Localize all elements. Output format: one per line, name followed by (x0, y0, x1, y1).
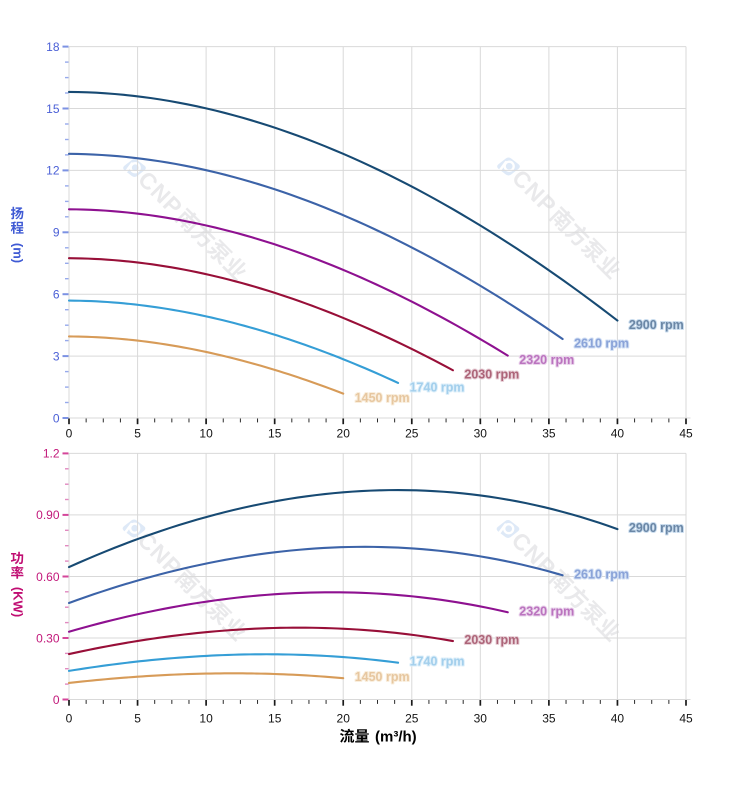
svg-text:0: 0 (53, 411, 60, 425)
svg-text:(m³/h): (m³/h) (375, 729, 417, 746)
svg-text:0: 0 (66, 427, 73, 441)
svg-text:2320 rpm: 2320 rpm (519, 353, 574, 367)
svg-text:2030 rpm: 2030 rpm (464, 368, 519, 382)
svg-text:45: 45 (679, 427, 693, 441)
svg-text:20: 20 (337, 427, 351, 441)
svg-text:0.60: 0.60 (36, 570, 60, 584)
svg-text:1740 rpm: 1740 rpm (410, 380, 465, 394)
svg-text:2320 rpm: 2320 rpm (519, 604, 574, 618)
svg-text:1.2: 1.2 (43, 447, 60, 461)
svg-text:15: 15 (268, 427, 282, 441)
svg-text:2900 rpm: 2900 rpm (629, 318, 684, 332)
svg-text:1740 rpm: 1740 rpm (410, 655, 465, 669)
svg-text:40: 40 (611, 427, 625, 441)
svg-text:0: 0 (53, 693, 60, 707)
svg-text:1450 rpm: 1450 rpm (355, 670, 410, 684)
svg-text:25: 25 (405, 711, 419, 725)
svg-text:35: 35 (542, 711, 556, 725)
svg-text:(KW): (KW) (11, 587, 26, 617)
svg-text:2610 rpm: 2610 rpm (574, 337, 629, 351)
svg-text:1450 rpm: 1450 rpm (355, 391, 410, 405)
svg-text:30: 30 (474, 711, 488, 725)
svg-text:2610 rpm: 2610 rpm (574, 567, 629, 581)
svg-text:3: 3 (53, 349, 60, 363)
svg-text:10: 10 (199, 711, 213, 725)
svg-text:9: 9 (53, 226, 60, 240)
svg-text:30: 30 (474, 427, 488, 441)
svg-text:35: 35 (542, 427, 556, 441)
svg-text:6: 6 (53, 288, 60, 302)
svg-text:15: 15 (268, 711, 282, 725)
svg-text:10: 10 (199, 427, 213, 441)
svg-text:0.90: 0.90 (36, 508, 60, 522)
svg-text:20: 20 (337, 711, 351, 725)
svg-text:45: 45 (679, 711, 693, 725)
svg-text:40: 40 (611, 711, 625, 725)
svg-text:18: 18 (46, 40, 60, 54)
svg-text:2900 rpm: 2900 rpm (629, 521, 684, 535)
svg-text:25: 25 (405, 427, 419, 441)
svg-text:12: 12 (46, 164, 60, 178)
svg-text:15: 15 (46, 102, 60, 116)
svg-text:(m): (m) (11, 243, 26, 263)
svg-text:2030 rpm: 2030 rpm (464, 633, 519, 647)
svg-text:0.30: 0.30 (36, 631, 60, 645)
svg-text:0: 0 (66, 711, 73, 725)
svg-text:5: 5 (134, 711, 141, 725)
svg-text:5: 5 (134, 427, 141, 441)
